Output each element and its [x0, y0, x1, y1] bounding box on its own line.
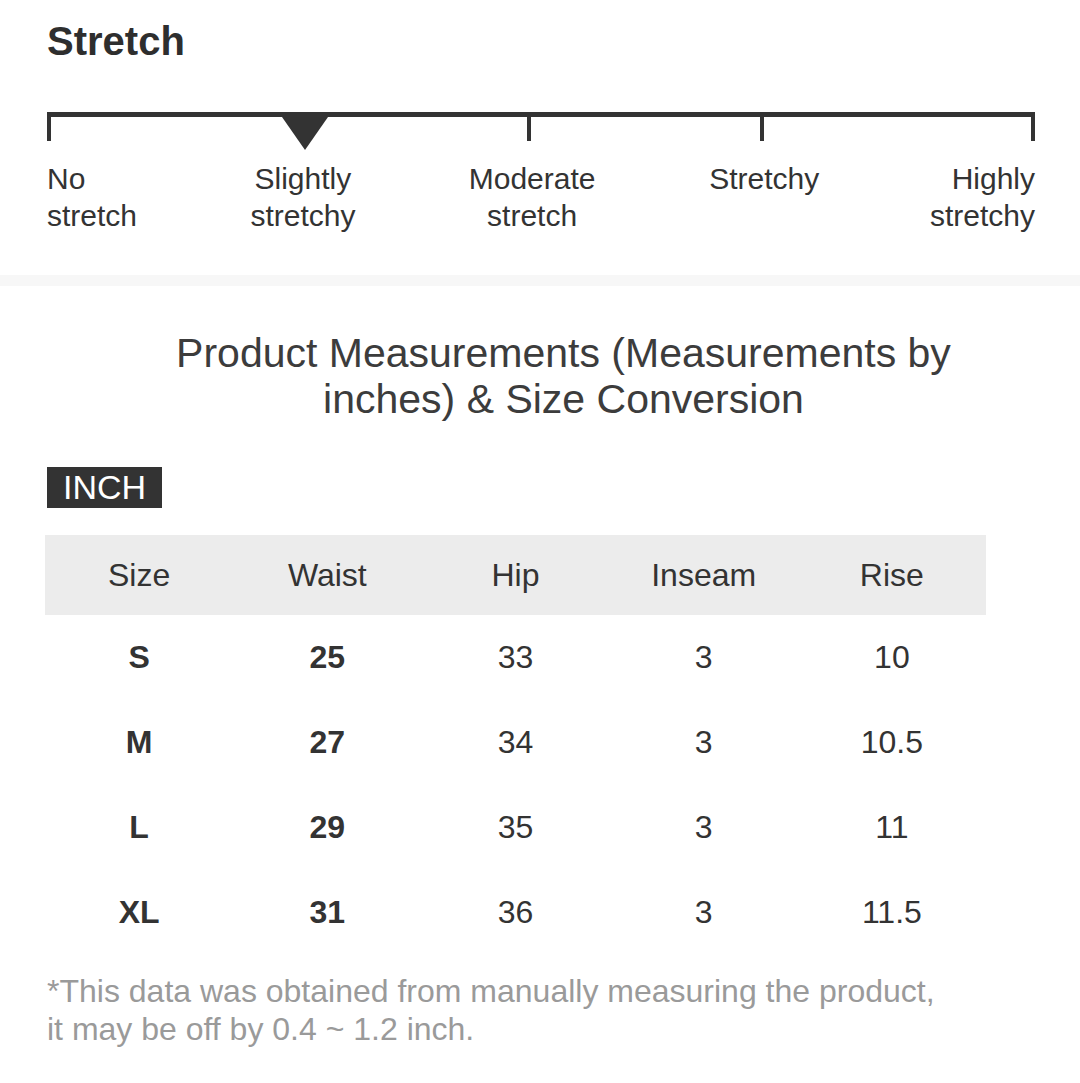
cell-waist: 27 [233, 700, 421, 785]
cell-rise: 10.5 [798, 700, 986, 785]
stretch-scale-bar [47, 112, 1035, 141]
size-measurements-table: Size Waist Hip Inseam Rise S 25 33 3 10 … [45, 535, 986, 955]
cell-rise: 11 [798, 785, 986, 870]
stretch-level-label-stretchy: Stretchy [709, 160, 819, 197]
measurements-title: Product Measurements (Measurements by in… [47, 330, 1080, 422]
section-divider [0, 275, 1080, 286]
cell-size: M [45, 700, 233, 785]
stretch-scale-labels: No stretch Slightly stretchy Moderate st… [47, 160, 1035, 234]
measurements-section: Product Measurements (Measurements by in… [0, 330, 1080, 1048]
table-row-m: M 27 34 3 10.5 [45, 700, 986, 785]
table-row-l: L 29 35 3 11 [45, 785, 986, 870]
col-header-rise: Rise [798, 535, 986, 615]
cell-hip: 36 [421, 870, 609, 955]
table-row-s: S 25 33 3 10 [45, 615, 986, 700]
cell-size: S [45, 615, 233, 700]
measurement-disclaimer: *This data was obtained from manually me… [47, 972, 1035, 1048]
cell-hip: 33 [421, 615, 609, 700]
cell-hip: 34 [421, 700, 609, 785]
cell-inseam: 3 [610, 785, 798, 870]
stretch-level-label-no-stretch: No stretch [47, 160, 137, 234]
cell-waist: 25 [233, 615, 421, 700]
stretch-pointer-triangle-icon [282, 117, 328, 150]
stretch-level-label-moderate-stretch: Moderate stretch [469, 160, 596, 234]
cell-size: L [45, 785, 233, 870]
cell-waist: 29 [233, 785, 421, 870]
cell-waist: 31 [233, 870, 421, 955]
scale-tick-icon [527, 117, 531, 141]
cell-inseam: 3 [610, 700, 798, 785]
scale-tick-icon [760, 117, 764, 141]
table-header-row: Size Waist Hip Inseam Rise [45, 535, 986, 615]
stretch-section: Stretch No stretch Slightly stretchy Mod… [0, 19, 1080, 234]
stretch-heading: Stretch [47, 19, 1035, 63]
table-row-xl: XL 31 36 3 11.5 [45, 870, 986, 955]
col-header-inseam: Inseam [610, 535, 798, 615]
col-header-waist: Waist [233, 535, 421, 615]
inch-unit-badge: INCH [47, 467, 162, 508]
cell-inseam: 3 [610, 870, 798, 955]
cell-hip: 35 [421, 785, 609, 870]
stretch-level-label-highly-stretchy: Highly stretchy [930, 160, 1035, 234]
cell-rise: 11.5 [798, 870, 986, 955]
cell-size: XL [45, 870, 233, 955]
unit-badge-row: INCH [47, 467, 1080, 508]
cell-inseam: 3 [610, 615, 798, 700]
col-header-size: Size [45, 535, 233, 615]
cell-rise: 10 [798, 615, 986, 700]
stretch-level-label-slightly-stretchy: Slightly stretchy [250, 160, 355, 234]
col-header-hip: Hip [421, 535, 609, 615]
